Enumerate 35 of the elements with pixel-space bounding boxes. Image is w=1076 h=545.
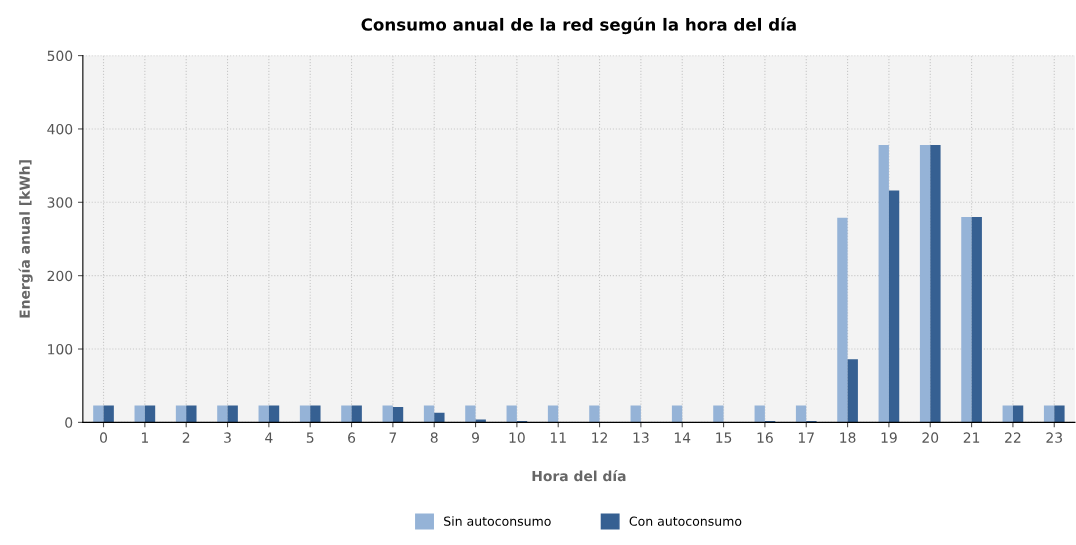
x-tick-label: 15: [716, 432, 732, 443]
x-tick-label: 23: [1046, 432, 1062, 443]
x-tick-label: 13: [633, 432, 649, 443]
y-tick-label: 0: [65, 417, 73, 428]
y-axis-title: Energía anual [kWh]: [18, 160, 33, 318]
x-tick-label: 17: [798, 432, 814, 443]
x-tick-label: 21: [963, 432, 980, 443]
x-tick-label: 0: [100, 432, 108, 443]
y-tick-label: 500: [47, 50, 73, 62]
y-tick-label: 400: [47, 123, 73, 135]
x-tick-label: 4: [265, 432, 273, 443]
y-tick-label: 300: [47, 197, 73, 208]
y-tick-label: 200: [47, 270, 73, 282]
x-tick-label: 22: [1005, 432, 1021, 443]
x-tick-label: 11: [550, 432, 566, 443]
x-tick-label: 2: [182, 432, 190, 443]
legend-label: Sin autoconsumo: [444, 516, 551, 526]
x-tick-label: 12: [592, 432, 607, 443]
x-tick-label: 9: [472, 432, 479, 443]
x-tick-label: 14: [674, 432, 691, 443]
x-axis-title: Hora del día: [532, 469, 626, 482]
x-tick-label: 3: [224, 432, 231, 443]
x-tick-label: 5: [306, 432, 314, 443]
x-tick-label: 7: [389, 432, 397, 443]
x-tick-label: 19: [881, 432, 897, 443]
x-tick-label: 8: [430, 432, 438, 443]
x-tick-label: 20: [922, 432, 939, 443]
x-tick-label: 6: [348, 432, 356, 443]
x-tick-label: 10: [509, 432, 525, 443]
x-tick-label: 16: [757, 432, 773, 443]
y-tick-label: 100: [48, 343, 73, 355]
legend-label: Con autoconsumo: [629, 516, 742, 526]
x-tick-label: 1: [141, 432, 148, 443]
chart-title: Consumo anual de la red según la hora del día: [361, 17, 796, 35]
x-tick-label: 18: [840, 432, 856, 443]
